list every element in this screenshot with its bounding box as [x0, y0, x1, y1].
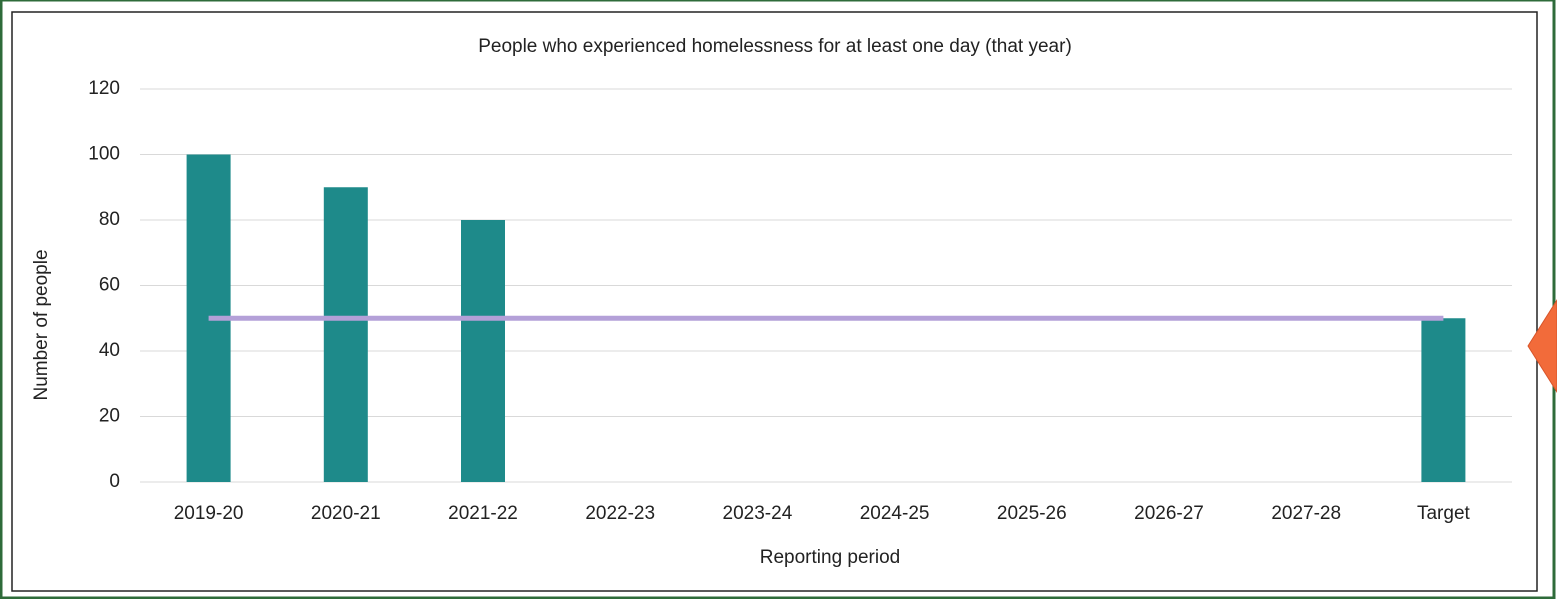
x-tick-label: 2027-28 — [1271, 503, 1341, 524]
chart-area — [11, 11, 1538, 592]
bar — [461, 220, 505, 482]
chart-title: People who experienced homelessness for … — [478, 36, 1072, 57]
y-tick-label: 80 — [99, 209, 120, 230]
x-tick-label: Target — [1417, 503, 1471, 524]
x-tick-label: 2020-21 — [311, 503, 381, 524]
x-tick-label: 2019-20 — [174, 503, 244, 524]
y-tick-label: 40 — [99, 340, 120, 361]
y-tick-label: 100 — [88, 144, 120, 165]
x-axis-label: Reporting period — [760, 547, 900, 568]
orange-shape — [1527, 299, 1557, 393]
x-tick-label: 2025-26 — [997, 503, 1067, 524]
x-tick-label: 2024-25 — [860, 503, 930, 524]
y-tick-label: 20 — [99, 406, 120, 427]
x-tick-label: 2023-24 — [723, 503, 793, 524]
y-tick-label: 0 — [109, 471, 120, 492]
bar — [323, 187, 368, 482]
x-tick-label: 2022-23 — [585, 503, 655, 524]
y-tick-label: 60 — [99, 275, 120, 296]
y-tick-label: 120 — [88, 78, 120, 99]
x-tick-label: 2026-27 — [1134, 503, 1204, 524]
x-tick-label: 2021-22 — [448, 503, 518, 524]
bar — [1421, 318, 1466, 482]
y-axis-label: Number of people — [31, 249, 52, 400]
